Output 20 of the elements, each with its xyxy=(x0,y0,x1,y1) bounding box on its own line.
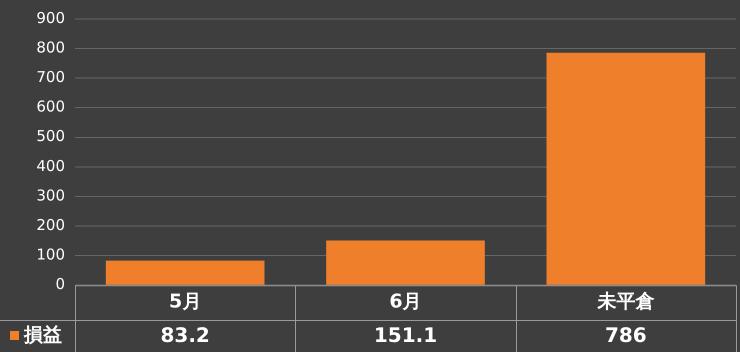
y-tick-label: 700 xyxy=(36,68,65,86)
data-label: 786 xyxy=(604,323,647,348)
bar xyxy=(326,240,485,285)
y-tick-label: 800 xyxy=(36,38,65,56)
x-tick-label: 5月 xyxy=(169,290,202,313)
bar xyxy=(546,52,706,285)
y-tick-label: 200 xyxy=(36,216,65,234)
y-tick-label: 500 xyxy=(36,127,65,146)
x-tick-label: 6月 xyxy=(389,290,422,313)
y-tick-label: 100 xyxy=(36,246,65,264)
y-tick-label: 400 xyxy=(36,156,65,175)
bar xyxy=(106,260,264,285)
data-label: 151.1 xyxy=(374,323,438,348)
y-tick-label: 300 xyxy=(36,186,65,204)
y-tick-label: 900 xyxy=(36,8,65,27)
legend-label: 損益 xyxy=(23,324,62,346)
y-tick-label: 0 xyxy=(55,275,65,294)
data-label: 83.2 xyxy=(160,323,210,348)
y-tick-label: 600 xyxy=(36,98,65,116)
x-tick-label: 未平倉 xyxy=(596,290,656,313)
